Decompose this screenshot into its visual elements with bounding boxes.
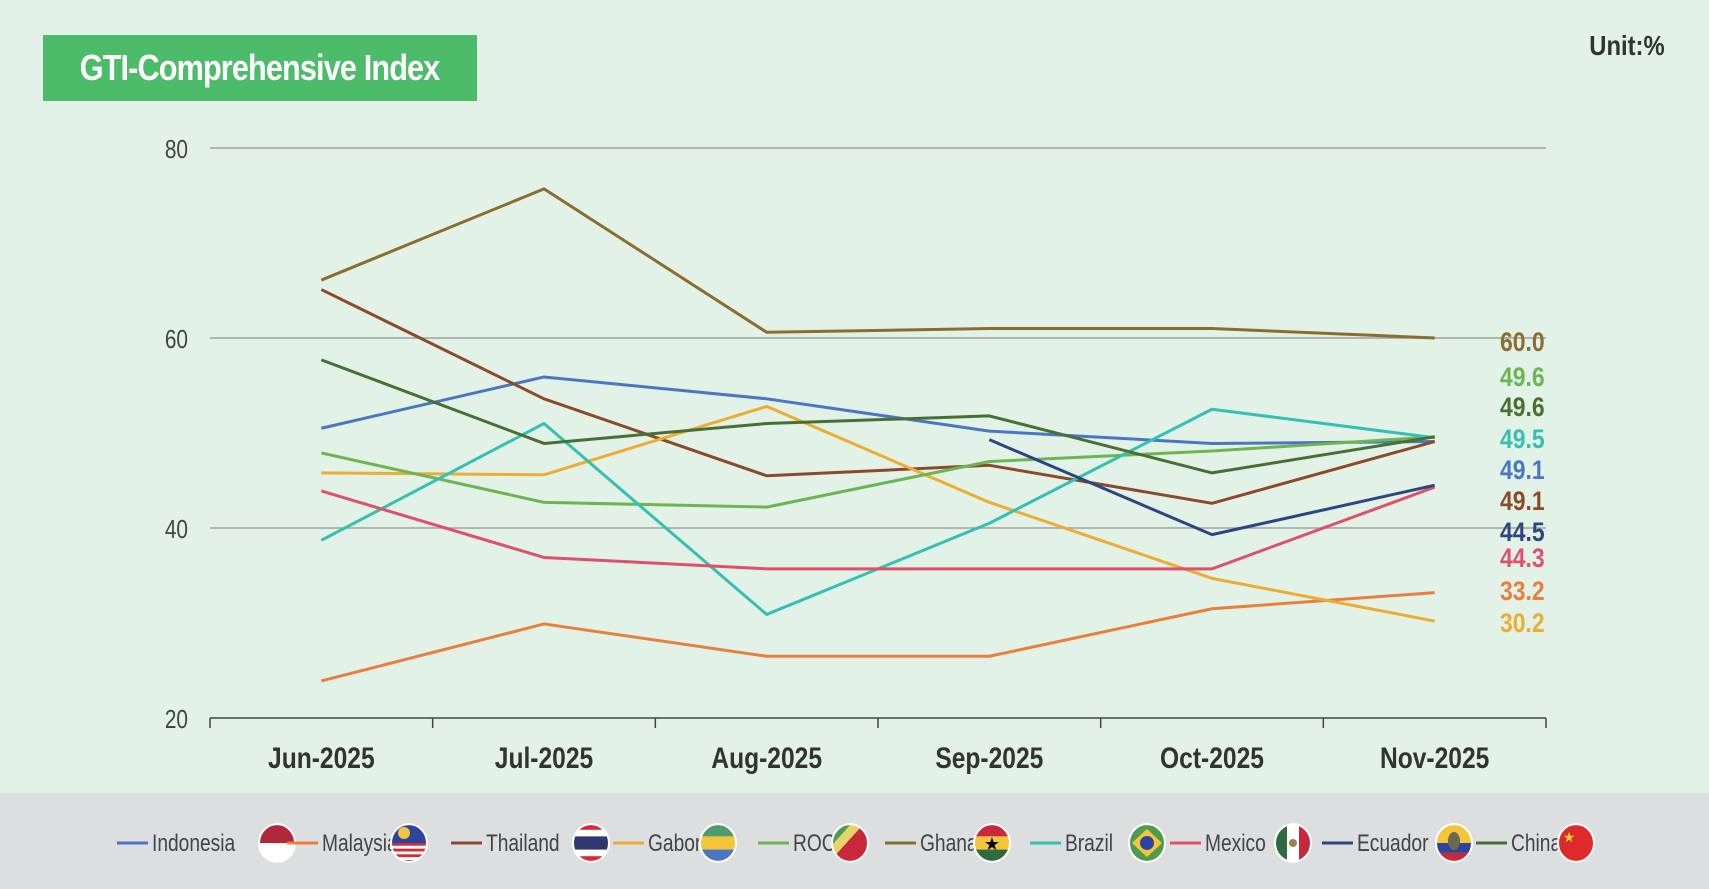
flag-stripe: [573, 836, 609, 850]
legend-label: Indonesia: [152, 829, 236, 857]
flag-globe: [1140, 836, 1154, 850]
y-tick-label: 20: [165, 705, 188, 734]
end-value-label: 49.6: [1500, 392, 1545, 422]
x-tick-label: Jul-2025: [495, 741, 593, 775]
star-icon: ★: [984, 834, 1000, 854]
series-line-mexico: [320, 485, 1436, 571]
flag-stripe: [700, 836, 736, 850]
flag-stripe: [391, 857, 427, 860]
end-value-label: 49.6: [1500, 362, 1545, 392]
legend-item-gabon: Gabon: [613, 823, 737, 863]
flag-border: [1128, 823, 1166, 863]
end-value-label: 49.5: [1500, 424, 1545, 454]
emblem: [1289, 839, 1297, 847]
indonesia-flag: [259, 824, 295, 862]
flag-stripe: [391, 845, 427, 849]
brazil-flag: [1129, 824, 1165, 862]
series-line-indonesia: [320, 375, 1435, 445]
flag-border: [390, 823, 428, 863]
y-tick-label: 80: [165, 135, 188, 164]
series-line-brazil: [320, 407, 1435, 616]
flag-stripe: [1558, 824, 1594, 862]
legend-label: Ghana: [920, 829, 978, 857]
legend-label: Brazil: [1065, 829, 1113, 857]
legend-label: Gabon: [648, 829, 706, 857]
x-tick-label: Sep-2025: [935, 741, 1043, 775]
x-tick-label: Aug-2025: [711, 741, 822, 775]
legend-label: Thailand: [486, 829, 560, 857]
series-line-ecuador: [988, 438, 1435, 537]
end-value-label: 49.1: [1500, 486, 1545, 516]
flag-stripe: [259, 824, 295, 843]
flag-stripe: [259, 843, 295, 862]
legend-item-roc: ROC: [758, 823, 869, 863]
legend-item-ghana: Ghana ★: [885, 823, 1011, 863]
series-line-china: [320, 358, 1435, 475]
star-icon: ★: [1563, 829, 1576, 845]
x-tick-label: Oct-2025: [1160, 741, 1264, 775]
flag-stripe: [1436, 852, 1472, 862]
flag-border: [699, 823, 737, 863]
flag-stripe: [391, 848, 427, 852]
series-line-ghana: [320, 187, 1435, 340]
legend-item-mexico: Mexico: [1170, 823, 1312, 863]
end-value-label: 33.2: [1500, 576, 1545, 606]
legend-item-ecuador: Ecuador: [1322, 823, 1473, 863]
legend-item-malaysia: Malaysia: [287, 823, 428, 863]
thailand-flag: [573, 824, 609, 862]
flag-border: [572, 823, 610, 863]
legend-label: Malaysia: [322, 829, 399, 857]
congo-flag: [832, 824, 868, 862]
series-line-gabon: [321, 404, 1435, 623]
end-value-label: 44.5: [1500, 517, 1545, 547]
end-value-label: 44.3: [1500, 543, 1545, 573]
legend-label: Ecuador: [1357, 829, 1428, 857]
flag-stripe: [391, 851, 427, 855]
series-line-thailand: [320, 288, 1436, 505]
legend-label: Mexico: [1205, 829, 1266, 857]
flag-border: [973, 823, 1011, 863]
legend-item-china: China ★: [1476, 823, 1595, 863]
flag-border: [1435, 823, 1473, 863]
series-line-malaysia: [320, 591, 1435, 683]
x-tick-label: Nov-2025: [1380, 741, 1489, 775]
crescent: [398, 827, 410, 839]
legend-item-thailand: Thailand: [451, 823, 610, 863]
unit-label: Unit:%: [1589, 30, 1665, 61]
end-value-label: 60.0: [1500, 327, 1545, 357]
end-value-label: 49.1: [1500, 455, 1545, 485]
flag-stripe: [391, 854, 427, 858]
ecuador-flag: [1436, 824, 1472, 862]
end-value-label: 30.2: [1500, 608, 1545, 638]
y-tick-label: 40: [165, 515, 188, 544]
series-line-roc: [321, 435, 1435, 509]
chart-title: GTI-Comprehensive Index: [43, 35, 477, 101]
china-flag: ★: [1558, 824, 1594, 862]
y-tick-label: 60: [165, 325, 188, 354]
legend-item-brazil: Brazil: [1030, 823, 1166, 863]
legend-label: China: [1511, 829, 1562, 857]
x-tick-label: Jun-2025: [268, 741, 375, 775]
flag-stripe: [391, 843, 427, 846]
legend-item-indonesia: Indonesia: [117, 823, 296, 863]
legend-label: ROC: [793, 829, 836, 857]
flag-border: [1274, 823, 1312, 863]
flag-border: [1557, 823, 1595, 863]
flag-stripe: [974, 836, 1010, 850]
emblem: [1448, 832, 1460, 850]
flag-border: [831, 823, 869, 863]
